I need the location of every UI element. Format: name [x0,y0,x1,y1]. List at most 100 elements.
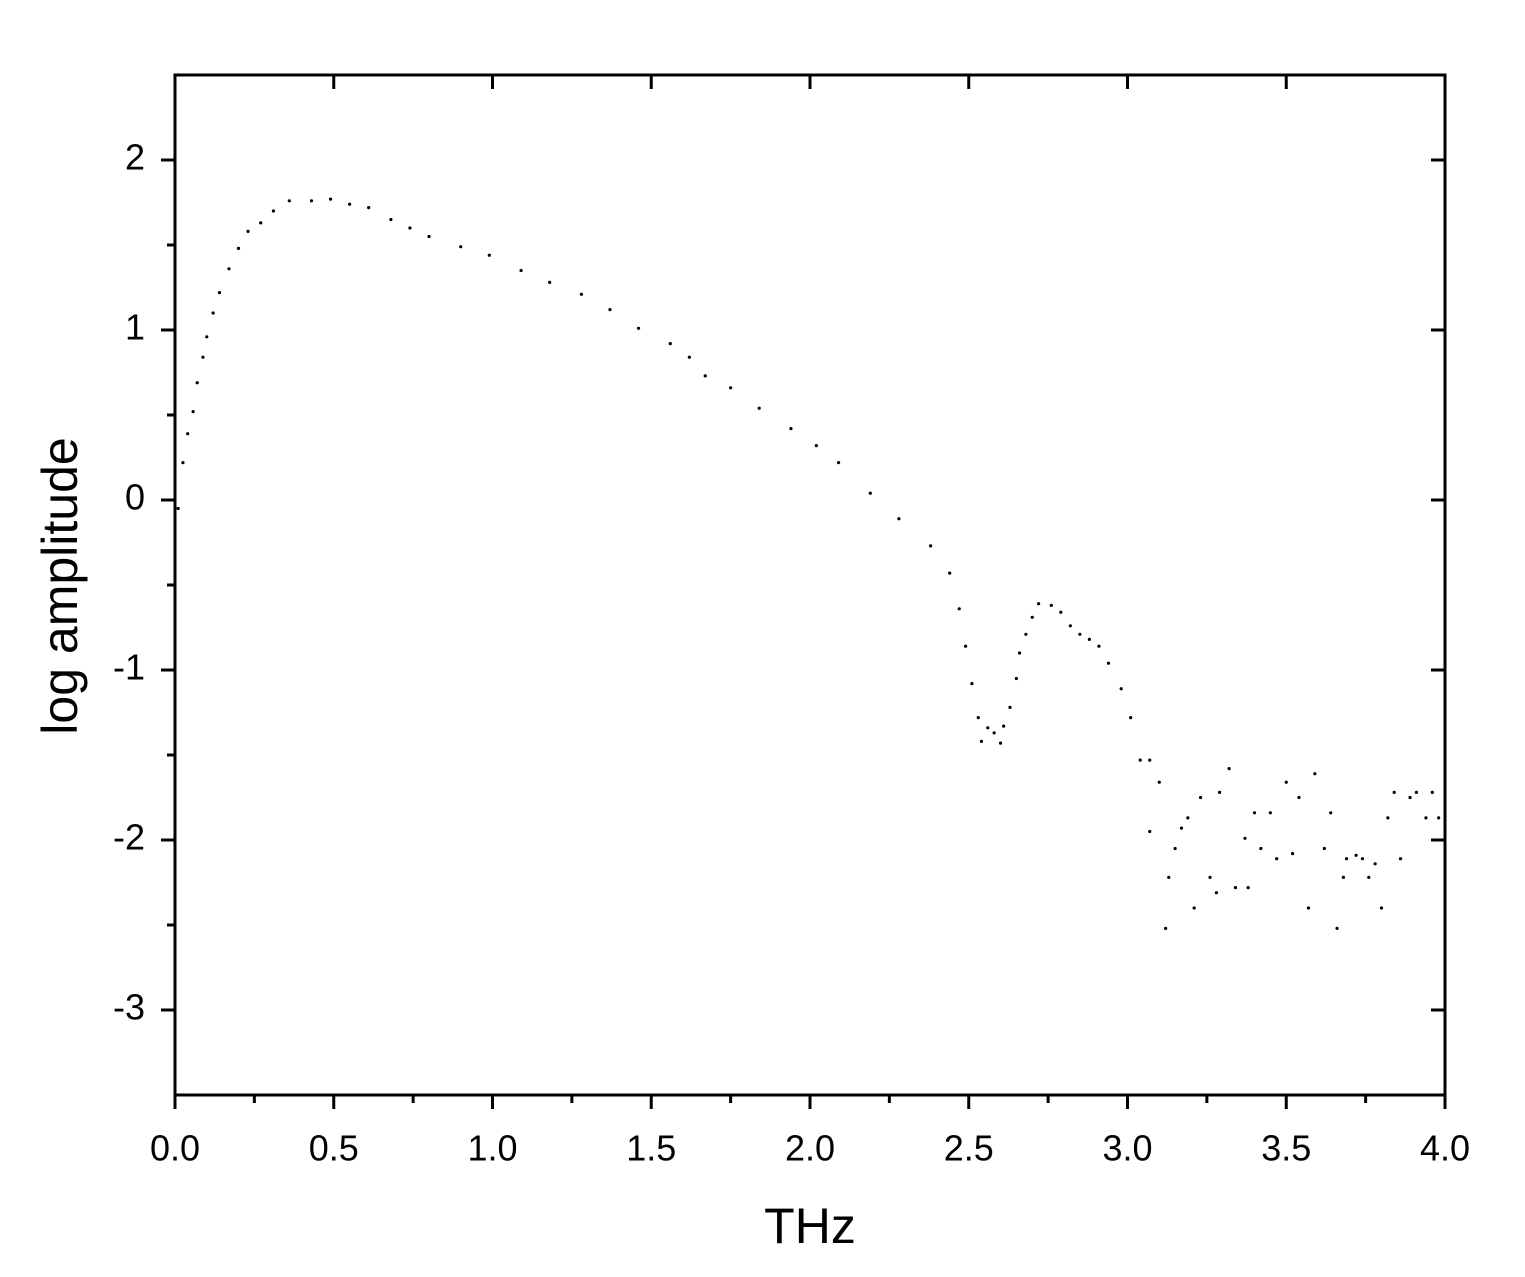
data-point [1173,846,1177,851]
plot-frame [173,73,1447,1097]
x-tick-label: 0.0 [150,1128,200,1169]
data-point [1014,676,1018,681]
data-point [1164,926,1168,931]
data-point [1068,624,1072,628]
data-point [211,311,215,315]
x-tick-label: 4.0 [1420,1128,1470,1169]
data-point [976,716,980,720]
data-point [1217,790,1222,795]
data-point [1167,875,1171,880]
data-point [1379,906,1384,910]
data-point [186,432,190,436]
data-point [1078,632,1082,636]
data-point [1157,780,1161,784]
data-point [348,202,352,206]
data-point [191,410,195,414]
x-tick-label: 1.0 [467,1128,517,1169]
x-tick-label: 3.0 [1102,1128,1152,1169]
data-point [1243,836,1247,840]
data-point [703,374,707,378]
data-point [1354,853,1358,857]
x-tick-label: 2.0 [785,1128,835,1169]
data-point [309,199,314,203]
data-point [757,406,761,410]
data-point [1313,772,1317,776]
data-point [548,280,552,284]
y-tick-label: 1 [125,307,145,348]
data-point [246,229,250,233]
data-point [1437,816,1441,820]
data-point [1192,906,1196,910]
data-point [1030,615,1034,619]
x-tick-label: 2.5 [944,1128,994,1169]
data-point [1208,875,1212,880]
data-point [259,221,263,225]
data-point [1233,886,1238,890]
y-tick-label: -2 [113,817,145,858]
data-point [236,246,241,250]
data-point [729,386,733,390]
data-point [217,291,222,295]
data-point [836,461,841,465]
data-point [271,209,276,213]
data-point [519,268,523,273]
data-point [1059,610,1063,614]
data-point [181,461,185,465]
data-point [1322,846,1326,851]
data-point [1186,816,1190,820]
data-point [459,245,463,249]
data-point [963,644,968,648]
data-point [1341,875,1345,880]
data-point [1360,857,1365,861]
data-point [608,308,612,312]
data-point [1344,857,1349,861]
y-tick-label: 2 [125,137,145,178]
y-tick-label: -1 [113,647,145,688]
data-point [998,741,1003,745]
y-tick-label: -3 [113,987,145,1028]
data-point [1306,906,1311,910]
data-point [176,506,180,511]
data-point [986,726,990,730]
data-point [1386,816,1390,820]
data-point [1335,926,1339,931]
data-point [1275,857,1279,861]
x-tick-label: 1.5 [626,1128,676,1169]
data-point [1392,790,1396,795]
data-point [1329,811,1333,815]
data-point [1430,790,1434,795]
data-point [227,267,231,271]
data-point [328,197,333,201]
data-point [1424,816,1428,820]
data-point [868,491,872,495]
data-point [427,234,431,239]
data-point [1024,632,1028,636]
data-point [367,206,371,210]
y-tick-label: 0 [125,477,145,518]
data-point [408,226,412,230]
data-point [1246,886,1250,890]
data-point [205,335,209,339]
data-point [579,292,584,296]
data-point [1002,724,1006,728]
data-point [389,217,393,222]
data-point [201,355,205,359]
data-point [929,544,933,548]
data-point [1259,846,1263,851]
data-point [195,381,199,385]
data-point [1119,687,1123,691]
data-point [487,253,491,257]
data-point [1408,795,1412,800]
data-point [1268,811,1272,815]
data-point [1297,795,1301,800]
data-point [948,571,952,575]
data-point [1008,705,1012,710]
x-tick-label: 0.5 [309,1128,359,1169]
data-point [1414,790,1419,795]
data-point [1284,780,1288,784]
data-point [1227,767,1231,771]
data-point [1291,852,1295,856]
data-point [1198,795,1203,800]
data-point [668,342,672,346]
